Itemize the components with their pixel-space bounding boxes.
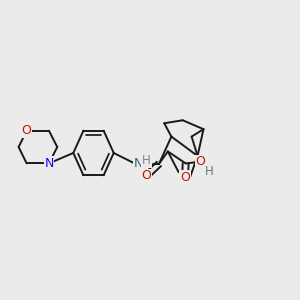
- Text: N: N: [134, 158, 143, 170]
- Text: O: O: [180, 171, 190, 184]
- Text: N: N: [44, 157, 54, 170]
- Text: O: O: [196, 155, 206, 168]
- Text: H: H: [142, 154, 151, 167]
- Text: O: O: [142, 169, 152, 182]
- Text: H: H: [205, 165, 214, 178]
- Text: O: O: [22, 124, 32, 137]
